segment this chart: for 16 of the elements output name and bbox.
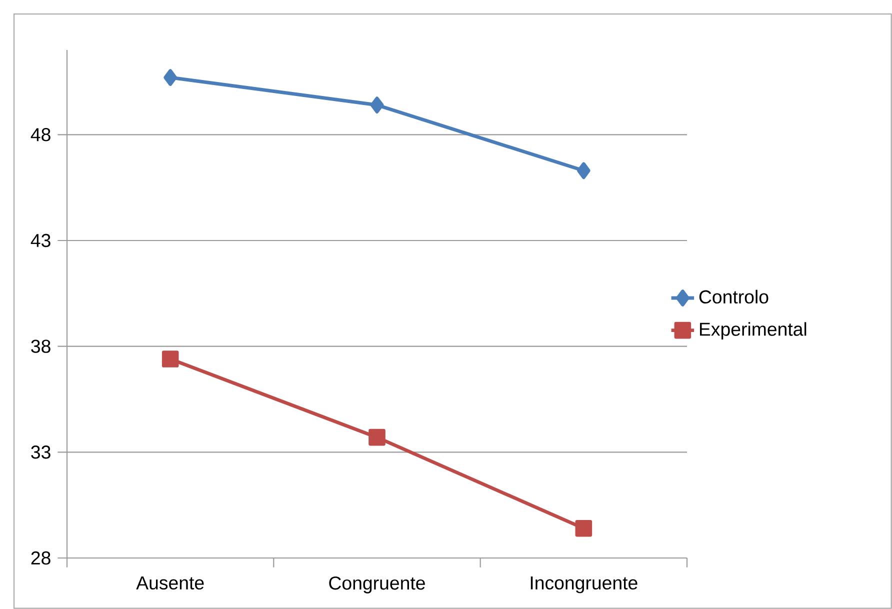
point xyxy=(164,69,178,86)
point xyxy=(162,350,179,368)
legend-label: Experimental xyxy=(700,322,806,340)
y-tick-label: 48 xyxy=(30,128,50,142)
y-tick-label: 38 xyxy=(31,340,50,353)
x-tick-label: Ausente xyxy=(136,576,204,590)
legend-label: Controlo xyxy=(699,290,768,304)
point xyxy=(576,162,590,180)
x-tick-label: Congruente xyxy=(329,576,425,594)
y-tick-label: 28 xyxy=(31,551,50,565)
y-tick-label: 43 xyxy=(30,234,50,248)
y-tick-label: 33 xyxy=(31,446,50,459)
point xyxy=(370,96,384,114)
point xyxy=(368,428,386,446)
point xyxy=(575,520,592,537)
x-tick-label: Incongruente xyxy=(530,576,638,594)
